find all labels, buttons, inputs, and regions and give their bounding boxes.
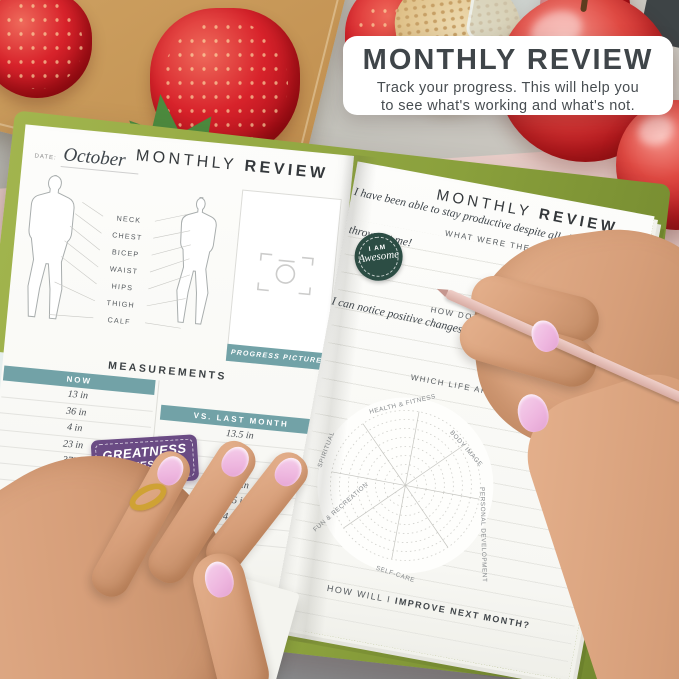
date-label: DATE: (34, 153, 57, 162)
body-label: NECK (116, 214, 142, 225)
female-figure-outline (176, 196, 217, 325)
strawberry (0, 0, 92, 98)
callout-subtitle: Track your progress. This will help you … (343, 79, 673, 115)
camera-icon (256, 252, 314, 296)
body-diagram: NECK CHEST BICEP WAIST HIPS THIGH CALF (27, 174, 217, 329)
body-label: THIGH (106, 298, 135, 310)
left-page: DATE: October MONTHLY REVIEW (0, 124, 355, 632)
open-planner: NECK CHEST BICEP WAIST HIPS DATE: Octobe… (0, 110, 674, 679)
strawberry-seeds (162, 20, 288, 146)
male-figure-outline (27, 174, 75, 320)
title-word-bold: REVIEW (243, 157, 330, 183)
body-label: WAIST (109, 264, 138, 276)
progress-picture-box: PROGRESS PICTURE (225, 189, 342, 371)
stamp-text: Awesome (357, 248, 400, 266)
life-wheel-chart: HEALTH & FITNESS BODY IMAGE PERSONAL DEV… (312, 393, 494, 584)
body-label: BICEP (112, 247, 140, 259)
apple-stem (580, 0, 590, 13)
pink-thumbnail (201, 558, 238, 601)
callout-subtitle-line2: to see what's working and what's not. (380, 98, 636, 114)
strawberry-seeds (0, 0, 84, 90)
stamp-text: I AM (368, 243, 387, 253)
callout-title: MONTHLY REVIEW (362, 44, 654, 76)
right-page: MONTHLY REVIEW I have been able to stay … (271, 161, 655, 679)
marketing-callout: MONTHLY REVIEW Track your progress. This… (343, 36, 673, 115)
pink-fingernail (269, 452, 308, 492)
body-label: HIPS (111, 281, 133, 292)
pink-fingernail (216, 441, 255, 482)
apple-highlight (633, 110, 678, 150)
body-label: CHEST (112, 230, 143, 242)
wheel-label: PERSONAL DEVELOPMENT (478, 487, 487, 583)
body-label: CALF (107, 315, 131, 326)
progress-picture-banner: PROGRESS PICTURE (225, 343, 327, 371)
title-word: MONTHLY (135, 147, 238, 174)
callout-subtitle-line1: Track your progress. This will help you (376, 80, 640, 96)
